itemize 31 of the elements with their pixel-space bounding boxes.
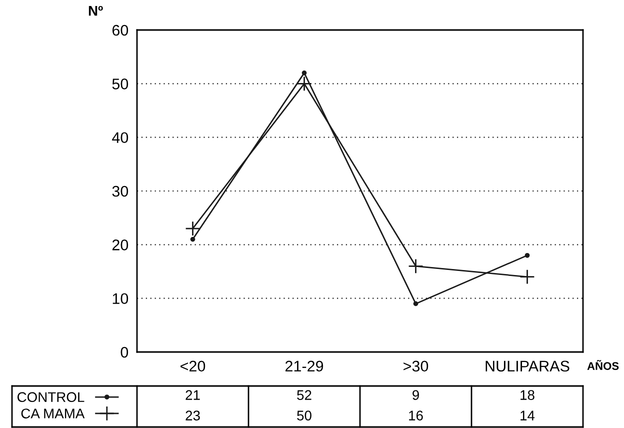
- x-tick-label: <20: [180, 360, 206, 372]
- legend-label: CA MAMA: [21, 408, 85, 418]
- data-label: 14: [520, 410, 535, 420]
- data-label: 23: [186, 410, 200, 420]
- y-tick-label: 0: [120, 346, 128, 358]
- point: [413, 301, 418, 306]
- y-tick-label: 60: [112, 24, 128, 36]
- data-label: 9: [412, 390, 419, 400]
- point: [520, 269, 535, 285]
- point: [296, 76, 312, 92]
- y-tick-label: 50: [112, 78, 128, 90]
- y-tick-label: 10: [112, 293, 128, 304]
- legend-label: CONTROL: [17, 392, 84, 402]
- y-tick-label: 20: [112, 240, 128, 250]
- point: [524, 252, 530, 258]
- y-axis-title: Nº: [88, 6, 103, 16]
- x-tick-label: 21-29: [285, 360, 324, 372]
- data-label: 52: [297, 390, 312, 400]
- point: [190, 236, 196, 242]
- data-label: 18: [520, 390, 534, 400]
- point: [408, 258, 424, 274]
- data-label: 21: [186, 390, 200, 400]
- x-tick-label: NULIPARAS: [486, 360, 570, 372]
- data-label: 50: [297, 410, 312, 420]
- y-tick-label: 40: [112, 132, 128, 144]
- point: [302, 70, 307, 76]
- y-tick-label: 30: [112, 186, 128, 197]
- x-axis-title: AÑOS: [587, 360, 619, 370]
- point: [185, 220, 200, 236]
- x-tick-label: >30: [404, 360, 428, 372]
- data-label: 16: [409, 410, 423, 420]
